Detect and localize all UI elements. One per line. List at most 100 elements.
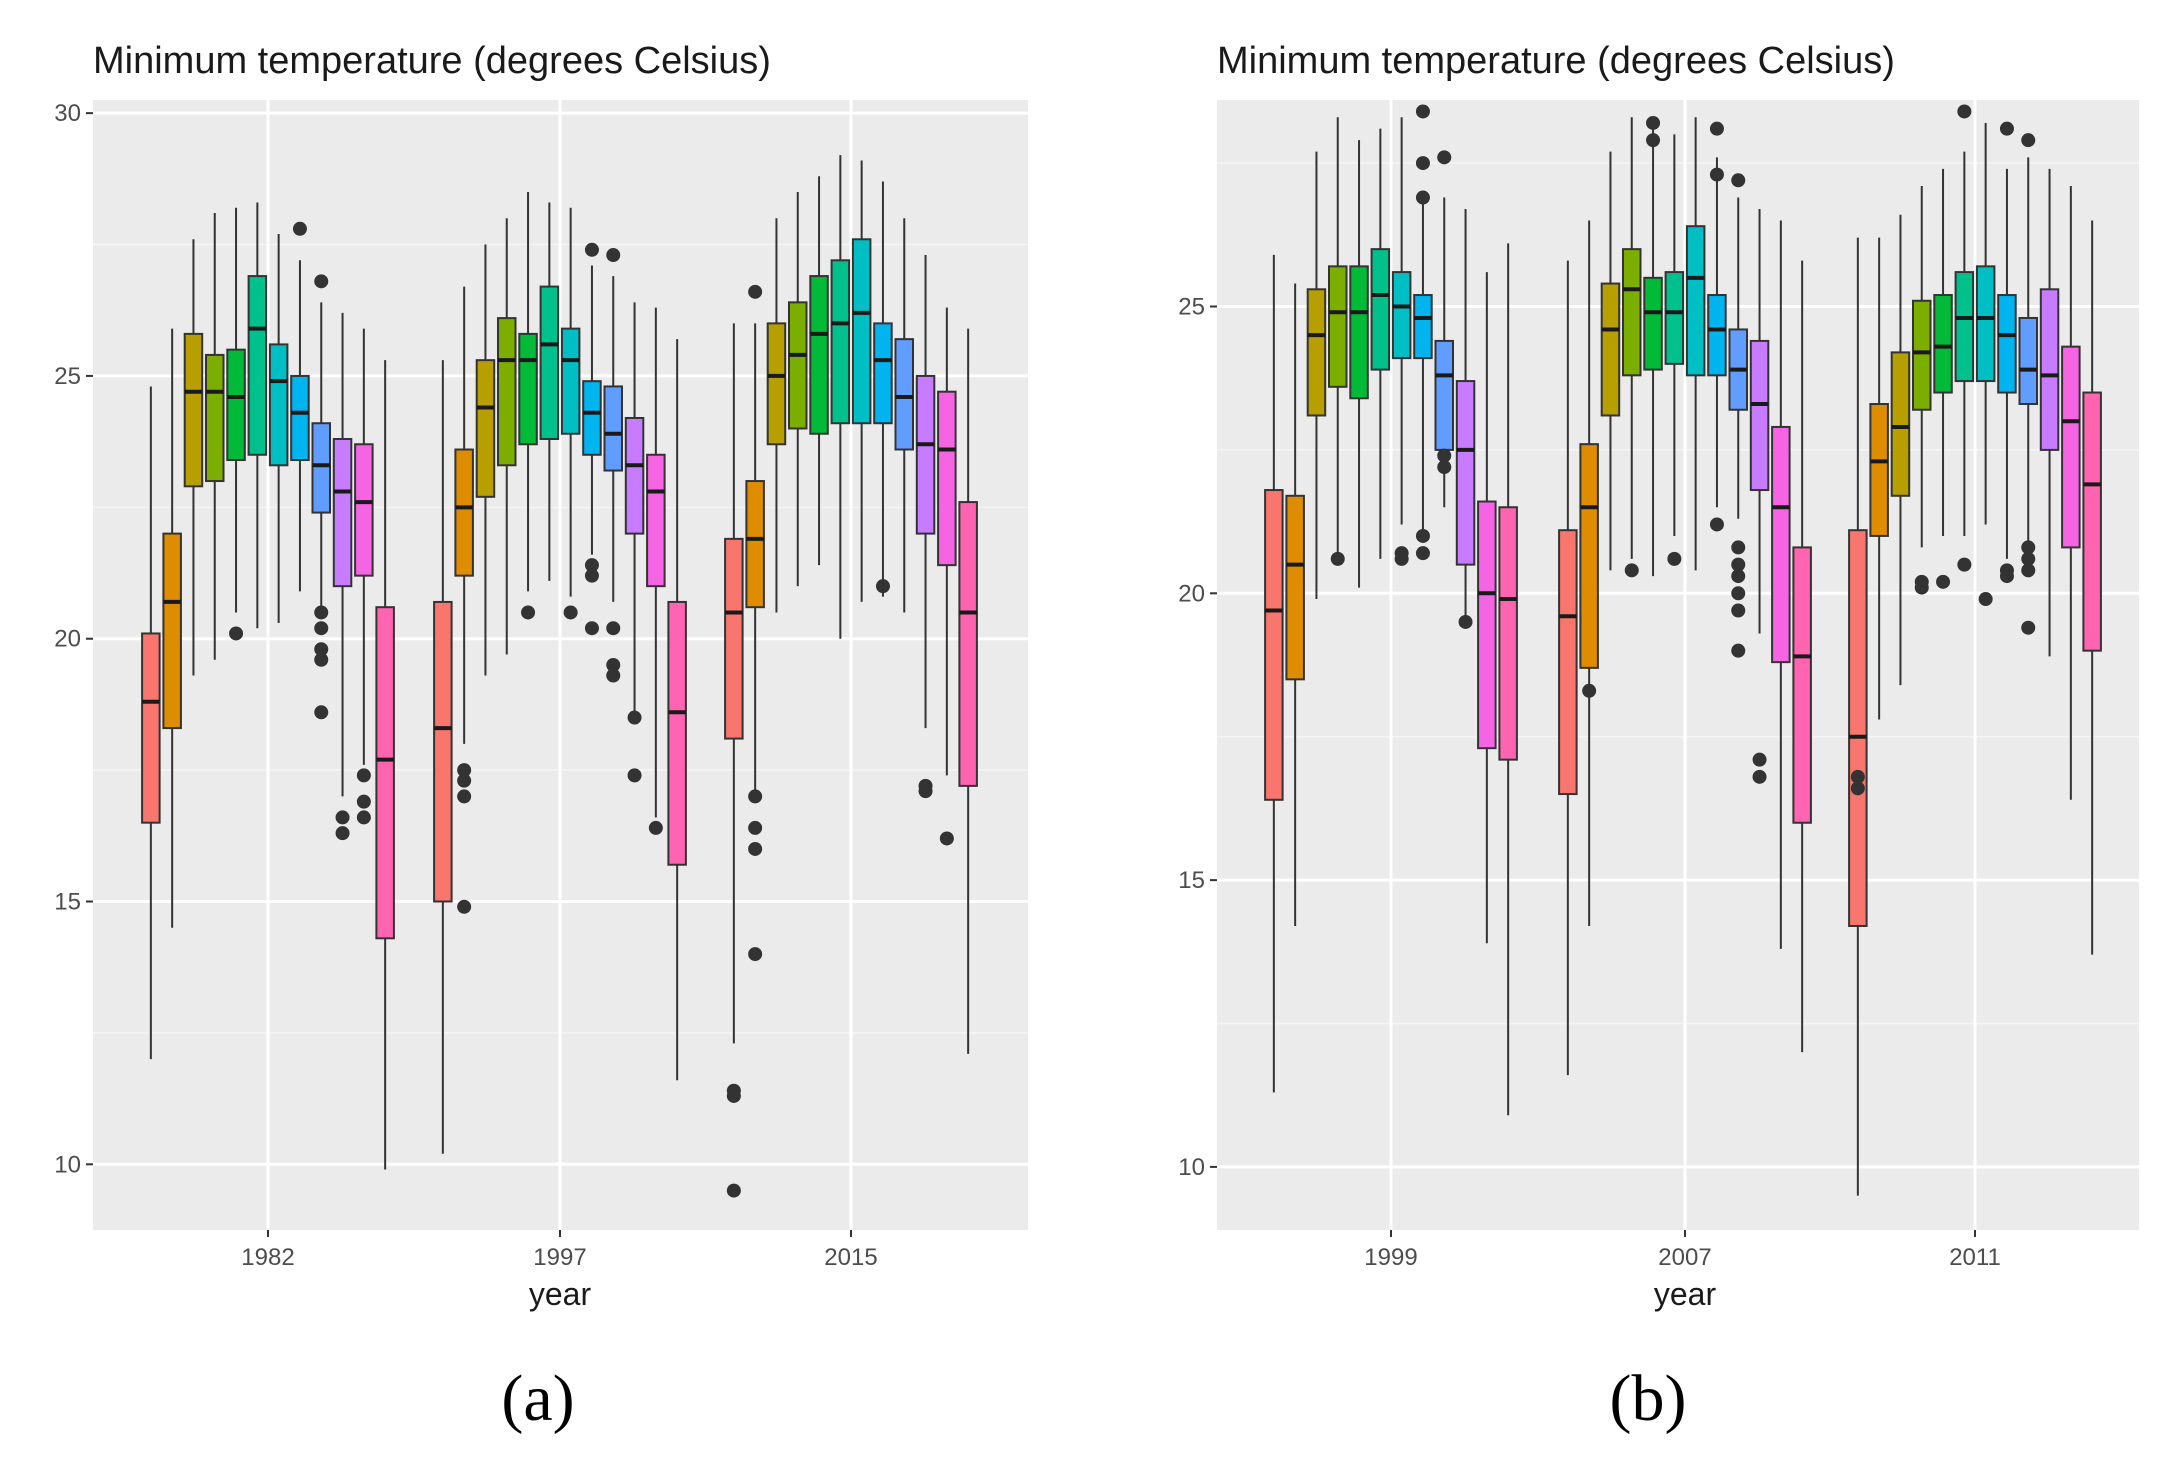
boxplot-2011-aug	[1997, 121, 2017, 584]
outlier-point	[1624, 563, 1639, 578]
box	[1664, 271, 1685, 365]
outlier-point	[627, 768, 642, 783]
boxplot-1982-mar	[183, 239, 204, 676]
boxplot-1997-dec	[667, 339, 687, 1081]
box	[1285, 494, 1305, 681]
x-tick-label: 2015	[824, 1244, 877, 1271]
outlier-point	[1731, 586, 1746, 601]
y-tick-label: 10	[54, 1151, 81, 1178]
outlier-point	[648, 820, 663, 835]
box	[1749, 339, 1770, 492]
boxplot-1982-dec	[375, 360, 395, 1170]
outlier-point	[356, 794, 371, 809]
boxplot-2011-jun	[1954, 104, 1975, 572]
outlier-point	[314, 274, 329, 289]
box	[1306, 288, 1327, 417]
x-tick-label: 1999	[1364, 1244, 1417, 1271]
x-tick-label: 2011	[1949, 1244, 2001, 1271]
outlier-point	[748, 284, 763, 299]
boxplot-2011-nov	[2061, 186, 2081, 800]
box	[226, 348, 246, 462]
box	[1349, 265, 1369, 400]
outlier-point	[748, 947, 763, 962]
outlier-point	[356, 810, 371, 825]
boxplot-2007-may	[1643, 115, 1663, 577]
boxplot-1982-may	[226, 207, 246, 641]
x-tick-label: 2007	[1658, 1244, 1711, 1271]
boxplot-1982-aug	[290, 221, 310, 592]
box	[1498, 506, 1518, 761]
box	[311, 422, 331, 514]
boxplot-2011-sep	[2018, 133, 2038, 635]
box	[646, 453, 666, 588]
boxplot-1982-jun	[247, 202, 268, 629]
box	[1954, 271, 1975, 383]
box	[745, 480, 765, 609]
boxplot-1997-aug	[582, 242, 602, 636]
box	[851, 238, 872, 425]
box	[1997, 294, 2017, 394]
outlier-point	[1415, 546, 1430, 561]
outlier-point	[2021, 133, 2036, 148]
box	[1455, 380, 1476, 566]
boxplot-1982-nov	[354, 328, 374, 825]
box	[1579, 443, 1599, 669]
outlier-point	[457, 789, 472, 804]
boxplot-1997-jun	[539, 202, 560, 581]
boxplot-2015-jun	[830, 155, 851, 639]
outlier-point	[2021, 620, 2036, 635]
panel-b-title: Minimum temperature (degrees Celsius)	[1217, 40, 1895, 82]
outlier-point	[1646, 115, 1661, 130]
box	[518, 332, 538, 446]
boxplot-1997-may	[518, 191, 538, 620]
outlier-point	[1709, 121, 1724, 136]
boxplot-1999-sep	[1434, 150, 1454, 508]
box	[1869, 403, 1889, 537]
boxplot-2011-mar	[1890, 214, 1911, 686]
boxplot-1982-jan	[141, 386, 161, 1060]
panel-a-y-ticks: 10 15 20 25 30	[54, 100, 93, 1178]
boxplot-2011-may	[1933, 168, 1953, 589]
box	[724, 537, 744, 740]
outlier-point	[584, 558, 599, 573]
outlier-point	[1646, 133, 1661, 148]
outlier-point	[584, 568, 599, 583]
panel-b-x-axis-label: year	[1654, 1276, 1717, 1312]
boxplot-1997-feb	[454, 286, 474, 914]
boxplot-1997-jan	[433, 360, 453, 1154]
outlier-point	[521, 605, 536, 620]
outlier-point	[748, 820, 763, 835]
box	[809, 275, 829, 435]
box	[1264, 489, 1284, 801]
boxplot-1997-jul	[560, 207, 581, 620]
box	[667, 600, 687, 866]
box	[290, 374, 310, 462]
box	[1890, 351, 1911, 497]
outlier-point	[606, 668, 621, 683]
box	[497, 317, 517, 467]
box	[1643, 276, 1663, 371]
outlier-point	[1731, 173, 1746, 188]
box	[1622, 248, 1642, 377]
outlier-point	[584, 621, 599, 636]
box	[1685, 225, 1706, 377]
outlier-point	[1957, 104, 1972, 119]
y-tick-label: 20	[54, 626, 81, 653]
outlier-point	[606, 658, 621, 672]
box	[937, 390, 957, 567]
boxplot-1997-nov	[646, 307, 666, 835]
box	[1933, 294, 1953, 394]
outlier-point	[457, 763, 472, 778]
x-tick-label: 1982	[241, 1244, 294, 1271]
box	[354, 443, 374, 577]
box	[624, 416, 645, 535]
boxplot-1999-apr	[1328, 117, 1348, 566]
outlier-point	[1437, 150, 1452, 165]
box	[332, 438, 353, 588]
boxplot-1999-dec	[1498, 243, 1518, 1116]
box	[1558, 529, 1578, 796]
box	[1975, 265, 1996, 383]
outlier-point	[314, 652, 329, 667]
box	[141, 632, 161, 824]
outlier-point	[918, 784, 933, 799]
